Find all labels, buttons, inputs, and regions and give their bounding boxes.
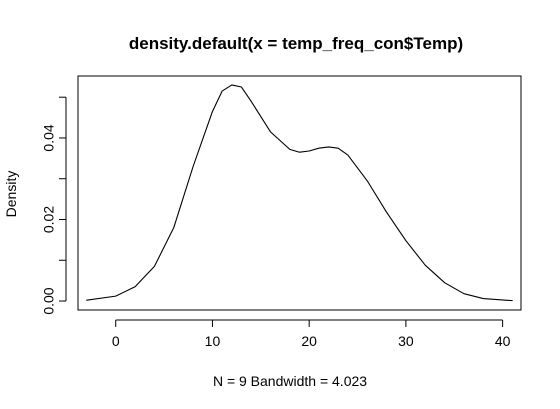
x-axis-tick-label: 10 <box>205 333 221 349</box>
x-axis-tick-label: 0 <box>112 333 120 349</box>
chart-title: density.default(x = temp_freq_con$Temp) <box>129 34 463 53</box>
x-axis-tick-label: 20 <box>301 333 317 349</box>
y-axis-label: Density <box>3 171 19 218</box>
chart-labels-group: density.default(x = temp_freq_con$Temp) N… <box>3 34 463 389</box>
y-axis-tick-label: 0.04 <box>41 124 57 151</box>
x-axis-label: N = 9 Bandwidth = 4.023 <box>213 373 367 389</box>
density-series-group <box>86 84 513 302</box>
plot-border <box>77 75 522 311</box>
plot-frame-group <box>77 75 522 311</box>
x-axis-tick-label: 30 <box>398 333 414 349</box>
y-axis-tick-label: 0.02 <box>41 206 57 233</box>
x-axis-tick-label: 40 <box>495 333 511 349</box>
x-axis-group: 0 10 20 30 40 <box>112 319 511 349</box>
y-axis-group: 0.00 0.02 0.04 <box>41 96 67 315</box>
density-line <box>86 84 513 302</box>
y-axis-tick-label: 0.00 <box>41 287 57 314</box>
